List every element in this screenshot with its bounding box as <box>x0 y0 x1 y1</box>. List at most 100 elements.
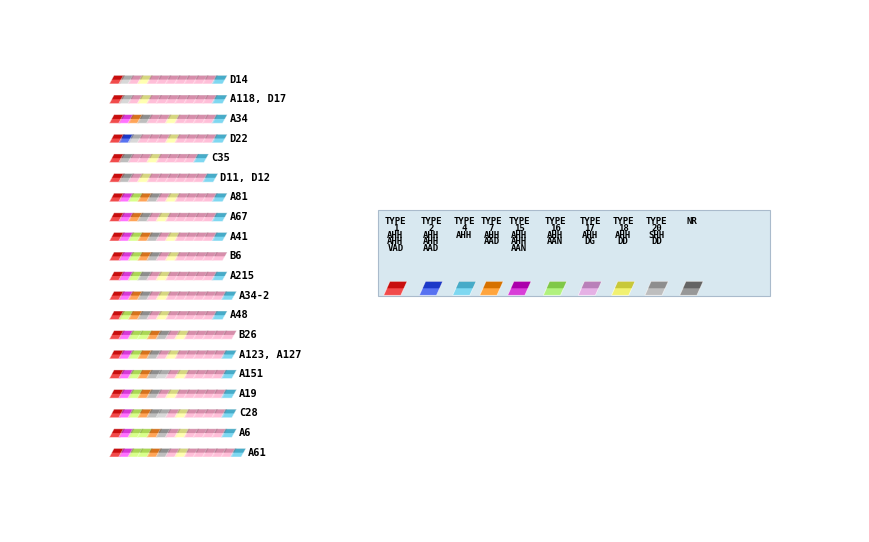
Polygon shape <box>165 233 181 241</box>
Polygon shape <box>186 292 199 295</box>
Polygon shape <box>184 409 199 418</box>
Polygon shape <box>158 154 171 158</box>
Polygon shape <box>158 252 171 256</box>
Polygon shape <box>168 173 181 178</box>
Text: AHH: AHH <box>511 237 527 246</box>
Polygon shape <box>156 311 171 320</box>
Text: A61: A61 <box>249 448 267 458</box>
Polygon shape <box>221 292 236 300</box>
Polygon shape <box>112 134 125 139</box>
Polygon shape <box>193 95 209 104</box>
Polygon shape <box>205 193 218 197</box>
Polygon shape <box>186 252 199 256</box>
Polygon shape <box>212 390 227 398</box>
Polygon shape <box>221 409 236 418</box>
Polygon shape <box>121 75 134 80</box>
Polygon shape <box>156 331 171 339</box>
Text: AAD: AAD <box>423 244 439 253</box>
Polygon shape <box>193 354 206 359</box>
Polygon shape <box>175 139 188 143</box>
Polygon shape <box>645 288 665 295</box>
Polygon shape <box>165 252 181 261</box>
Polygon shape <box>137 256 150 261</box>
Polygon shape <box>165 80 178 84</box>
Polygon shape <box>193 390 209 398</box>
Polygon shape <box>165 95 181 104</box>
Polygon shape <box>186 95 199 99</box>
Polygon shape <box>112 95 125 99</box>
Polygon shape <box>137 354 150 359</box>
Polygon shape <box>196 448 209 453</box>
Polygon shape <box>420 281 442 295</box>
Polygon shape <box>121 331 134 335</box>
Polygon shape <box>205 292 218 295</box>
Polygon shape <box>223 292 236 295</box>
Polygon shape <box>196 75 209 80</box>
Polygon shape <box>168 154 181 158</box>
Polygon shape <box>119 193 134 202</box>
Polygon shape <box>223 390 236 394</box>
Polygon shape <box>193 134 209 143</box>
Polygon shape <box>193 448 209 457</box>
Text: 4: 4 <box>461 224 467 233</box>
Polygon shape <box>221 335 234 339</box>
Polygon shape <box>196 233 209 237</box>
Polygon shape <box>221 448 236 457</box>
Polygon shape <box>156 448 171 457</box>
Polygon shape <box>186 134 199 139</box>
Polygon shape <box>147 276 160 280</box>
Polygon shape <box>128 213 143 221</box>
Polygon shape <box>128 95 143 104</box>
Polygon shape <box>109 154 125 163</box>
Polygon shape <box>137 154 153 163</box>
Polygon shape <box>168 233 181 237</box>
Text: TYPE: TYPE <box>508 217 530 227</box>
Polygon shape <box>184 354 197 359</box>
Polygon shape <box>156 193 171 202</box>
Polygon shape <box>156 453 169 457</box>
Polygon shape <box>137 429 153 437</box>
Polygon shape <box>214 272 227 276</box>
Polygon shape <box>507 288 527 295</box>
Polygon shape <box>165 213 181 221</box>
Polygon shape <box>193 315 206 320</box>
Polygon shape <box>184 80 197 84</box>
Polygon shape <box>184 335 197 339</box>
Polygon shape <box>175 119 188 123</box>
Polygon shape <box>165 158 178 163</box>
Polygon shape <box>196 154 209 158</box>
Polygon shape <box>612 288 632 295</box>
Polygon shape <box>119 315 132 320</box>
Text: 15: 15 <box>514 224 525 233</box>
Polygon shape <box>214 252 227 256</box>
Polygon shape <box>165 335 178 339</box>
Polygon shape <box>212 315 225 320</box>
Polygon shape <box>175 158 188 163</box>
Polygon shape <box>165 414 178 418</box>
Polygon shape <box>186 213 199 217</box>
Text: A67: A67 <box>229 212 249 222</box>
Polygon shape <box>223 331 236 335</box>
Polygon shape <box>128 394 141 398</box>
Polygon shape <box>156 394 169 398</box>
Polygon shape <box>156 256 169 261</box>
Text: A6: A6 <box>239 428 251 438</box>
Polygon shape <box>130 370 143 374</box>
Polygon shape <box>147 217 160 221</box>
Polygon shape <box>176 154 190 158</box>
Polygon shape <box>205 134 218 139</box>
Polygon shape <box>119 173 134 182</box>
Polygon shape <box>612 281 635 295</box>
Polygon shape <box>130 390 143 394</box>
Polygon shape <box>158 311 171 315</box>
Polygon shape <box>212 197 225 202</box>
Polygon shape <box>202 453 216 457</box>
Polygon shape <box>156 409 171 418</box>
Polygon shape <box>147 154 163 163</box>
Polygon shape <box>128 197 141 202</box>
Polygon shape <box>175 354 188 359</box>
Polygon shape <box>184 95 199 104</box>
Polygon shape <box>119 134 134 143</box>
Polygon shape <box>149 350 163 354</box>
Polygon shape <box>130 252 143 256</box>
